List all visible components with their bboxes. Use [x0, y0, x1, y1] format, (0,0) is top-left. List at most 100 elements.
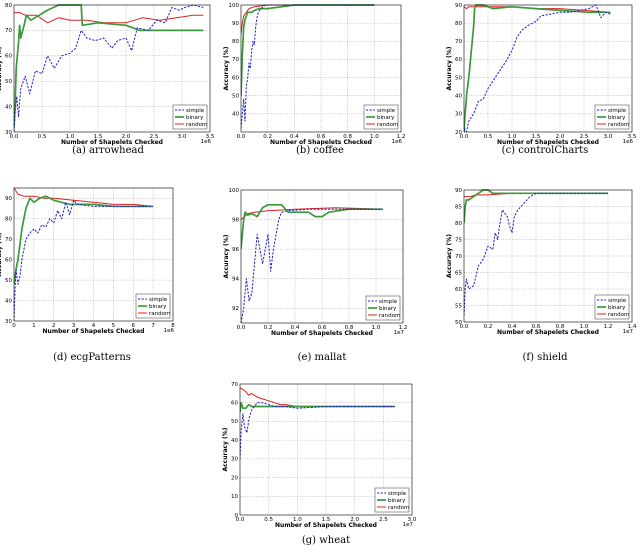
x-tick-label: 0.8 — [345, 325, 354, 331]
y-tick-label: 90 — [232, 21, 239, 27]
x-tick-label: 1.0 — [508, 134, 517, 140]
legend-label-random: random — [608, 312, 629, 318]
y-tick-label: 70 — [231, 382, 238, 388]
legend-label-binary: binary — [608, 115, 626, 121]
series-line-binary — [464, 4, 611, 132]
x-tick-label: 4 — [92, 323, 96, 329]
y-tick-label: 50 — [455, 75, 462, 81]
series-line-binary — [241, 203, 383, 250]
y-tick-label: 50 — [5, 278, 12, 284]
y-tick-label: 90 — [5, 196, 12, 202]
y-tick-label: 100 — [229, 3, 240, 9]
y-tick-label: 50 — [5, 79, 12, 85]
plot-frame — [463, 189, 633, 323]
y-tick-label: 60 — [231, 401, 238, 407]
plot-frame — [239, 383, 413, 516]
legend-label-simple: simple — [377, 108, 396, 114]
x-tick-label: 8 — [171, 323, 175, 329]
x-tick-label: 3.0 — [178, 134, 187, 140]
legend-label-random: random — [377, 122, 398, 128]
y-tick-label: 60 — [5, 54, 12, 60]
y-tick-label: 50 — [455, 320, 462, 326]
x-tick-label: 1.5 — [322, 517, 331, 523]
x-tick-label: 0.0 — [236, 517, 245, 523]
series-line-simple — [241, 208, 383, 323]
y-tick-label: 20 — [455, 130, 462, 136]
y-tick-label: 92 — [232, 306, 239, 312]
legend-label-simple: simple — [608, 108, 627, 114]
x-axis-label: Number of Shapelets Checked — [275, 522, 377, 529]
x-tick-label: 1.0 — [293, 517, 302, 523]
legend-label-random: random — [149, 311, 170, 317]
x-tick-label: 1.2 — [399, 325, 408, 331]
x-tick-label: 2 — [52, 323, 56, 329]
x-tick-label: 0.6 — [532, 324, 541, 330]
x-tick-label: 2.5 — [150, 134, 159, 140]
subfigure-caption: (a) arrowhead — [72, 145, 144, 156]
x-tick-label: 0.0 — [10, 134, 19, 140]
y-tick-label: 70 — [455, 254, 462, 260]
series-line-simple — [464, 4, 611, 132]
chart-panel-c-controlCharts: 20 30 40 50 60 70 80 90 0.0 0.5 1.0 1.5 2.0 2.5 3.0 3.5… — [446, 3, 637, 156]
x-axis-label: Number of Shapelets Checked — [61, 139, 163, 146]
x-multiplier: 1e7 — [623, 329, 634, 335]
x-multiplier: 1e7 — [394, 330, 405, 336]
x-tick-label: 1.2 — [604, 324, 613, 330]
x-tick-label: 2.0 — [556, 134, 565, 140]
plot-frame — [13, 187, 174, 322]
y-axis-label: Accuracy (%) — [446, 234, 453, 278]
plot-frame — [240, 189, 404, 324]
x-tick-label: 0 — [12, 323, 16, 329]
series-line-binary — [240, 401, 395, 413]
x-tick-label: 0.0 — [460, 134, 469, 140]
y-tick-label: 80 — [455, 21, 462, 27]
legend-label-random: random — [379, 313, 400, 319]
x-tick-label: 0.4 — [290, 134, 299, 140]
subfigure-caption: (c) controlCharts — [502, 145, 589, 156]
series-line-binary — [14, 4, 204, 127]
x-tick-label: 3.0 — [408, 517, 417, 523]
y-tick-label: 70 — [5, 28, 12, 34]
y-tick-label: 65 — [455, 270, 462, 276]
y-tick-label: 80 — [5, 216, 12, 222]
y-tick-label: 50 — [232, 94, 239, 100]
x-tick-label: 0.0 — [237, 325, 246, 331]
x-tick-label: 0.2 — [263, 134, 272, 140]
x-multiplier: 1e6 — [392, 139, 403, 145]
y-tick-label: 80 — [455, 221, 462, 227]
y-axis-label: Accuracy (%) — [223, 46, 230, 90]
y-tick-label: 80 — [232, 39, 239, 45]
legend-label-simple: simple — [379, 299, 398, 305]
x-axis-label: Number of Shapelets Checked — [43, 328, 145, 335]
y-tick-label: 30 — [231, 457, 238, 463]
y-tick-label: 10 — [231, 494, 238, 500]
series-line-simple — [241, 4, 375, 129]
legend-label-binary: binary — [379, 306, 397, 312]
x-tick-label: 3.0 — [604, 134, 613, 140]
chart-panel-f-shield: 50 55 60 65 70 75 80 85 90 0.0 0.2 0.4 0.6 0.8 1.0 1.2 1… — [446, 188, 637, 363]
x-tick-label: 1.0 — [580, 324, 589, 330]
x-tick-label: 1.5 — [532, 134, 541, 140]
legend-label-binary: binary — [388, 498, 406, 504]
y-tick-label: 60 — [5, 257, 12, 263]
legend-label-binary: binary — [186, 115, 204, 121]
y-tick-label: 85 — [455, 204, 462, 210]
x-tick-label: 0.2 — [264, 325, 273, 331]
y-tick-label: 70 — [5, 237, 12, 243]
legend-label-binary: binary — [608, 305, 626, 311]
plot-frame — [240, 4, 402, 133]
x-tick-label: 2.5 — [580, 134, 589, 140]
y-axis-label: Accuracy (%) — [223, 234, 230, 278]
subfigure-caption: (f) shield — [523, 352, 569, 363]
series-line-random — [240, 387, 395, 407]
y-tick-label: 50 — [231, 419, 238, 425]
subfigure-caption: (d) ecgPatterns — [53, 352, 131, 363]
y-tick-label: 30 — [5, 130, 12, 136]
